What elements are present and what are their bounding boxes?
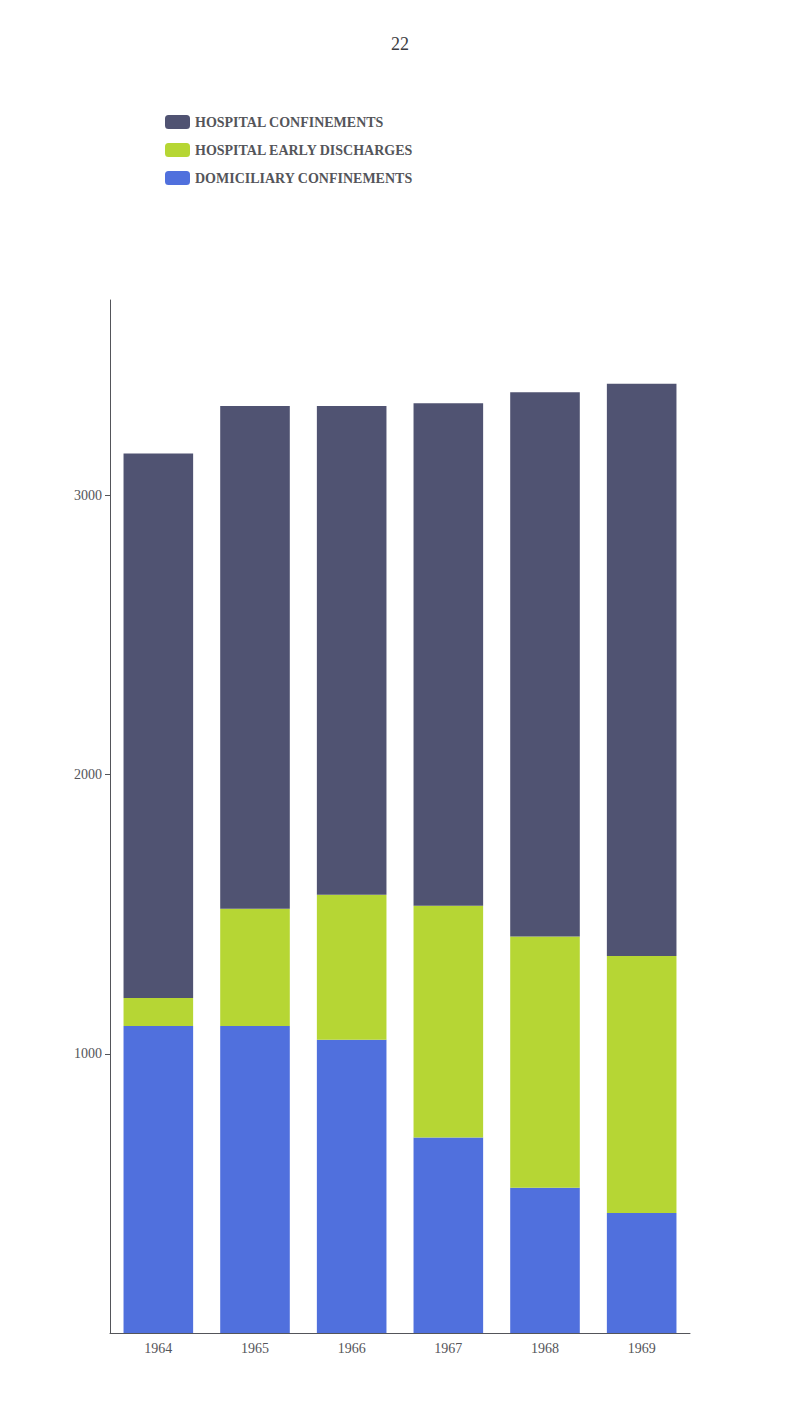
svg-text:1967: 1967 [434,1341,462,1356]
svg-text:1969: 1969 [628,1341,656,1356]
svg-text:1968: 1968 [531,1341,559,1356]
svg-text:1965: 1965 [241,1341,269,1356]
svg-text:DOMICILIARY CONFINEMENTS: DOMICILIARY CONFINEMENTS [195,171,412,186]
svg-text:1964: 1964 [144,1341,172,1356]
svg-text:3000: 3000 [74,488,102,503]
svg-text:22: 22 [391,34,409,54]
svg-text:HOSPITAL EARLY DISCHARGES: HOSPITAL EARLY DISCHARGES [195,143,413,158]
svg-text:1000: 1000 [74,1046,102,1061]
svg-text:2000: 2000 [74,767,102,782]
svg-text:1966: 1966 [338,1341,366,1356]
svg-text:HOSPITAL CONFINEMENTS: HOSPITAL CONFINEMENTS [195,115,384,130]
